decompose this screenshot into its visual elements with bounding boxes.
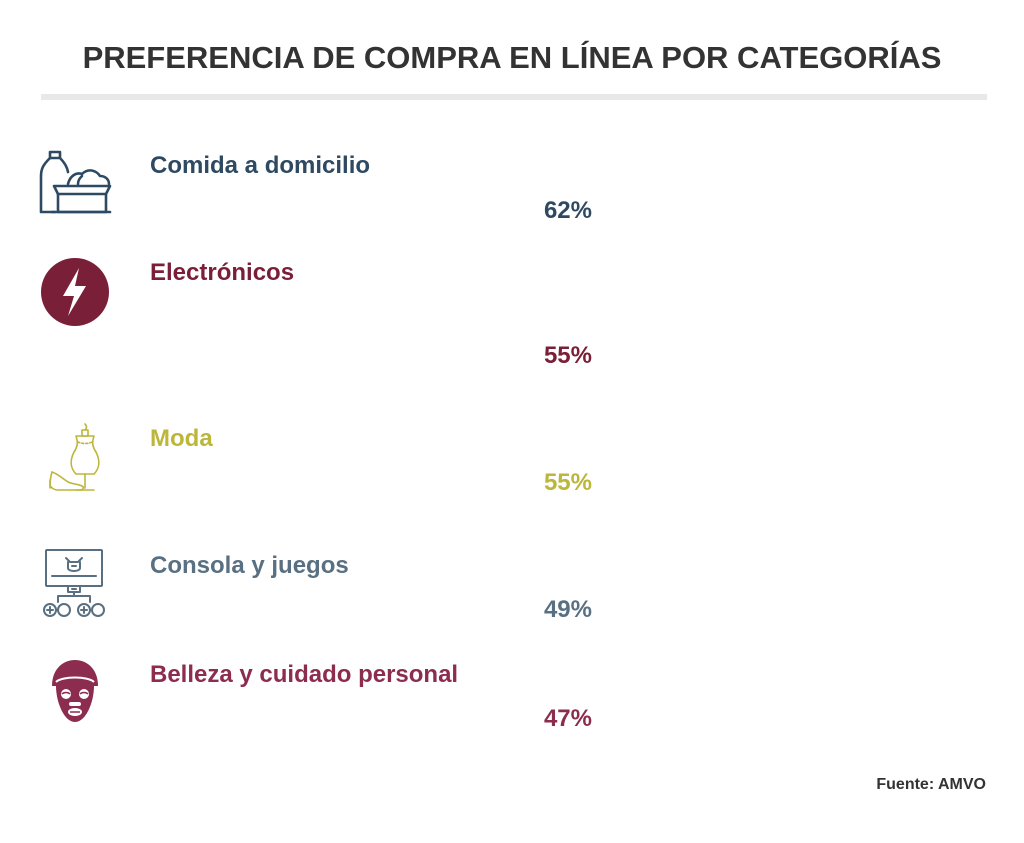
category-label-belleza: Belleza y cuidado personal: [150, 661, 459, 688]
value-label-consola: 49%: [543, 596, 592, 623]
category-label-consola: Consola y juegos: [150, 552, 349, 579]
face-mask-icon: [38, 656, 112, 730]
value-label-moda: 55%: [543, 469, 592, 496]
category-label-comida: Comida a domicilio: [150, 152, 371, 179]
lightning-bolt-icon: [38, 255, 112, 329]
value-label-comida: 62%: [543, 197, 592, 224]
value-label-belleza: 47%: [543, 705, 592, 732]
title-divider: [41, 94, 987, 100]
category-label-moda: Moda: [150, 425, 213, 452]
grocery-basket-icon: [38, 148, 112, 222]
game-console-icon: [38, 546, 112, 620]
value-label-electronicos: 55%: [543, 342, 592, 369]
chart-title: PREFERENCIA DE COMPRA EN LÍNEA POR CATEG…: [82, 40, 942, 75]
mannequin-shoe-icon: [38, 420, 112, 494]
category-label-electronicos: Electrónicos: [150, 259, 295, 286]
source-note: Fuente: AMVO: [876, 776, 986, 793]
